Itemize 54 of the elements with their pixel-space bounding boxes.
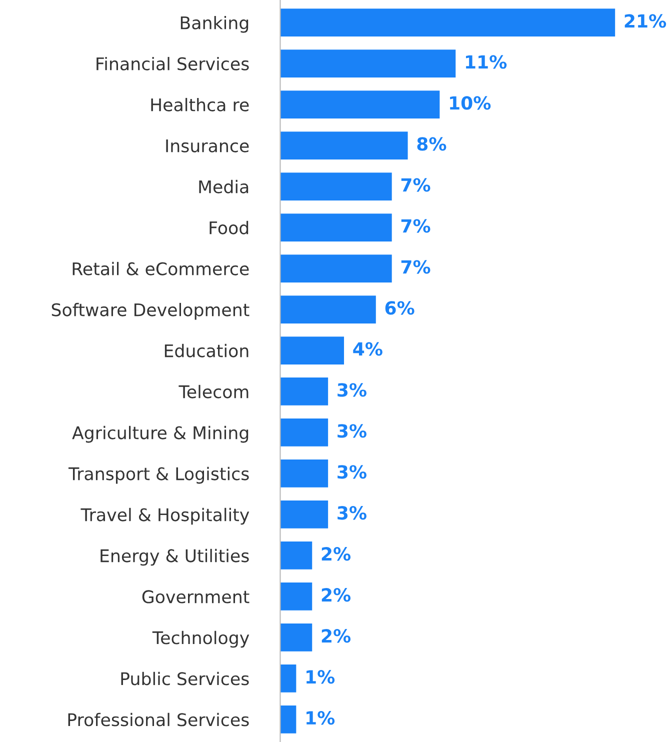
data-label: 21% <box>624 14 666 28</box>
data-label: 8% <box>417 137 446 151</box>
y-tick-label: Retail & eCommerce <box>72 262 249 276</box>
bar <box>280 172 392 200</box>
y-tick-label: Insurance <box>166 139 249 152</box>
data-label: 7% <box>401 219 430 233</box>
data-label: 1% <box>306 670 335 684</box>
y-tick-label: Software Development <box>52 302 250 320</box>
bar <box>280 296 376 324</box>
data-label: 1% <box>306 711 335 725</box>
data-label: 3% <box>338 506 366 520</box>
bar <box>280 336 344 364</box>
y-tick-label: Education <box>164 344 248 358</box>
data-label: 7% <box>401 260 430 274</box>
y-tick-label: Energy & Utilities <box>100 548 249 566</box>
y-tick-label: Public Services <box>121 672 249 686</box>
bar <box>280 8 616 36</box>
y-tick-label: Travel & Hospitality <box>80 508 250 525</box>
data-label: 6% <box>385 301 414 315</box>
y-tick-label: Telecom <box>178 384 248 398</box>
bar <box>280 542 312 570</box>
data-label: 2% <box>322 629 351 643</box>
bar <box>280 500 328 528</box>
data-label: 3% <box>338 465 366 479</box>
bar <box>280 582 312 610</box>
y-tick-label: Technology <box>152 630 250 648</box>
data-label: 7% <box>401 178 430 192</box>
y-tick-label: Food <box>210 220 248 234</box>
bar <box>280 418 328 446</box>
data-label: 4% <box>353 342 382 356</box>
y-tick-label: Government <box>142 590 250 604</box>
y-tick-label: Media <box>199 180 248 194</box>
bar <box>280 460 328 488</box>
y-tick-label: Financial Services <box>96 56 249 70</box>
bar <box>280 378 328 406</box>
bar <box>280 50 456 78</box>
data-label: 3% <box>338 383 366 397</box>
data-label: 3% <box>338 424 366 438</box>
y-tick-label: Transport & Logistics <box>68 466 249 484</box>
y-tick-label: Healthca re <box>151 98 249 112</box>
y-tick-label: Banking <box>180 16 248 33</box>
data-label: 10% <box>450 96 491 110</box>
bar <box>280 90 440 118</box>
bar <box>280 706 296 734</box>
data-label: 11% <box>466 55 507 69</box>
bar <box>280 214 392 242</box>
bar <box>280 624 312 652</box>
data-label: 2% <box>322 547 351 561</box>
bar <box>280 254 392 282</box>
y-tick-label: Professional Services <box>68 712 249 726</box>
data-label: 2% <box>322 588 351 602</box>
y-tick-label: Agriculture & Mining <box>72 426 248 443</box>
bar <box>280 664 296 692</box>
bar <box>280 132 408 160</box>
